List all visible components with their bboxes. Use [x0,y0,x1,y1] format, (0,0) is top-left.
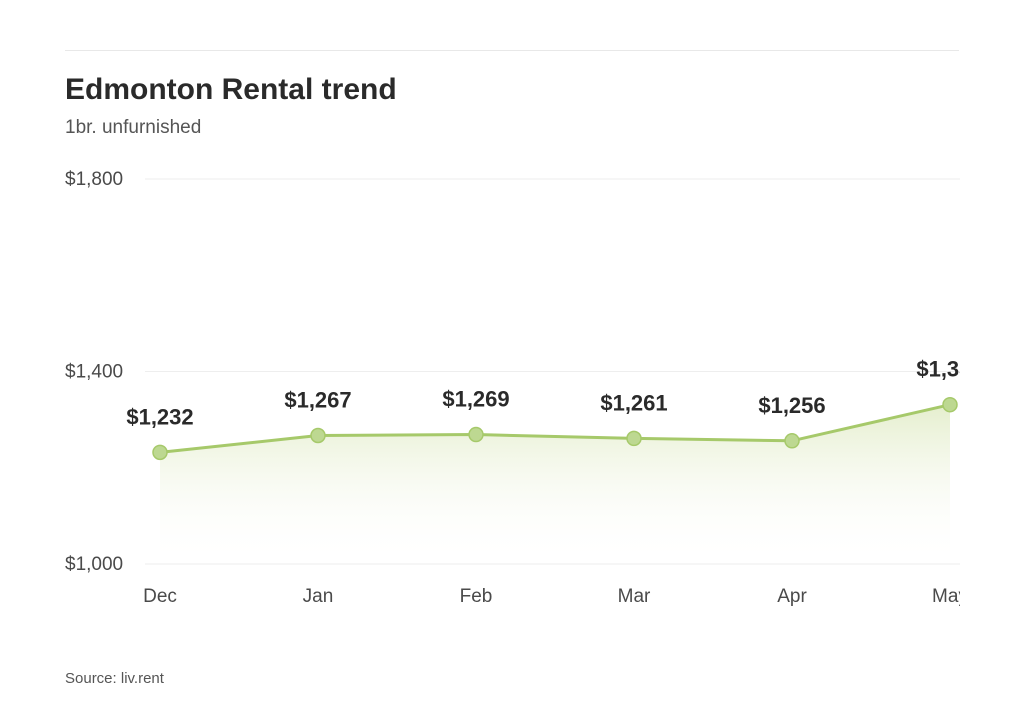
data-label: $1,267 [284,388,351,413]
x-axis-label: Jan [303,586,334,607]
data-label: $1,256 [758,393,825,418]
top-divider [65,50,959,51]
data-label: $1,331 [916,357,960,382]
data-label: $1,232 [126,404,193,429]
x-axis-label: Feb [460,586,493,607]
data-point [153,445,167,459]
data-label: $1,261 [600,390,667,415]
source-label: Source: liv.rent [65,670,164,687]
data-point [627,431,641,445]
y-axis-label: $1,000 [65,554,123,575]
x-axis-label: Apr [777,586,807,607]
area-fill [160,405,950,564]
x-axis-label: Dec [143,586,177,607]
data-point [943,398,957,412]
chart-subtitle: 1br. unfurnished [65,117,959,139]
x-axis-label: Mar [618,586,651,607]
data-point [311,429,325,443]
data-label: $1,269 [442,387,509,412]
data-point [785,434,799,448]
y-axis-label: $1,400 [65,362,123,383]
data-point [469,428,483,442]
line-chart: $1,000 $1,400 $1,800 $1,232 Dec $1,267 Jan $1,2… [65,169,960,614]
chart-area: $1,000 $1,400 $1,800 $1,232 Dec $1,267 Jan $1,2… [65,169,959,629]
x-axis-label: May [932,586,960,607]
chart-title: Edmonton Rental trend [65,73,959,107]
y-axis-label: $1,800 [65,169,123,190]
